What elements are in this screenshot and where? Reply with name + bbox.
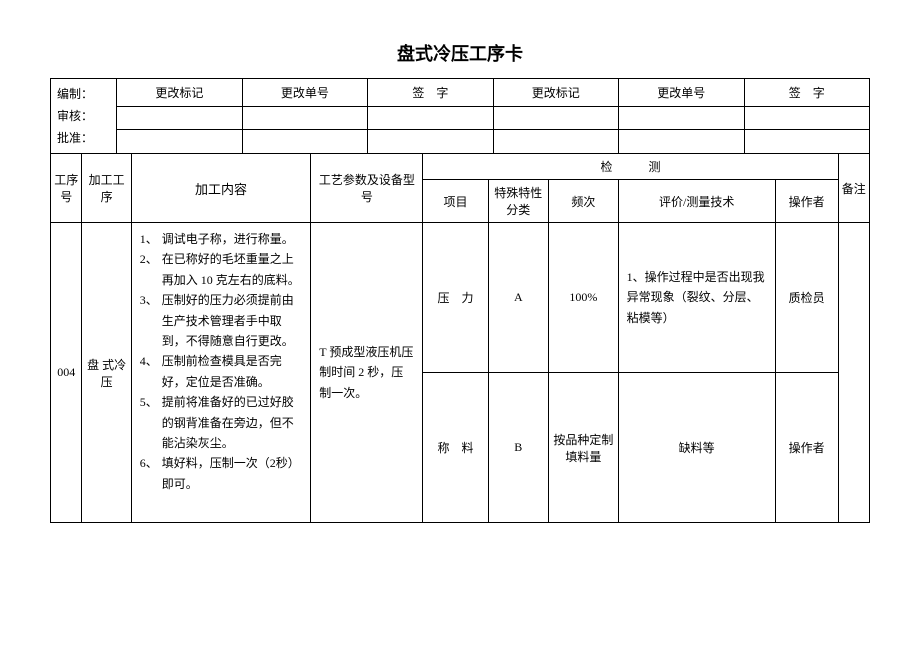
meta-change-mark-1: 更改标记 (117, 79, 242, 107)
meta-change-no-1: 更改单号 (242, 79, 367, 107)
cell-check-special-0: A (488, 223, 549, 373)
cell-remarks (838, 223, 869, 523)
meta-sign-2: 签 字 (744, 79, 870, 107)
meta-cell (744, 130, 870, 154)
meta-sign-1: 签 字 (368, 79, 493, 107)
cell-check-item-0: 压 力 (423, 223, 488, 373)
content-item: 3、压制好的压力必须提前由生产技术管理者手中取到，不得随意自行更改。 (140, 290, 303, 351)
header-freq: 频次 (549, 180, 619, 223)
cell-check-eval-0: 1、操作过程中是否出现我异常现象（裂纹、分层、粘模等） (618, 223, 775, 373)
content-item: 4、压制前检查模具是否完好，定位是否准确。 (140, 351, 303, 392)
meta-cell (117, 106, 242, 130)
cell-check-special-1: B (488, 373, 549, 523)
cell-check-item-1: 称 料 (423, 373, 488, 523)
header-params: 工艺参数及设备型号 (311, 154, 423, 223)
meta-change-mark-2: 更改标记 (493, 79, 618, 107)
meta-table: 编制： 审核： 批准： 更改标记 更改单号 签 字 更改标记 更改单号 签 字 (50, 78, 870, 154)
meta-cell (368, 106, 493, 130)
meta-cell (619, 106, 744, 130)
header-operator: 操作者 (775, 180, 838, 223)
cell-content: 1、调试电子称，进行称量。2、在已称好的毛坯重量之上再加入 10 克左右的底料。… (131, 223, 311, 523)
meta-cell (744, 106, 870, 130)
meta-cell (117, 130, 242, 154)
meta-cell (493, 106, 618, 130)
header-item: 项目 (423, 180, 488, 223)
meta-cell (242, 130, 367, 154)
meta-cell (242, 106, 367, 130)
meta-review: 审核： (57, 105, 113, 127)
header-inspection: 检 测 (423, 154, 838, 180)
content-item: 5、提前将准备好的已过好胶的钢背准备在旁边，但不能沾染灰尘。 (140, 392, 303, 453)
header-eval: 评价/测量技术 (618, 180, 775, 223)
cell-params: T 预成型液压机压制时间 2 秒，压制一次。 (311, 223, 423, 523)
cell-check-eval-1: 缺料等 (618, 373, 775, 523)
header-special: 特殊特性分类 (488, 180, 549, 223)
header-content: 加工内容 (131, 154, 311, 223)
meta-approve: 批准： (57, 127, 113, 149)
header-remarks: 备注 (838, 154, 869, 223)
meta-cell (368, 130, 493, 154)
page-title: 盘式冷压工序卡 (50, 40, 870, 66)
content-item: 2、在已称好的毛坯重量之上再加入 10 克左右的底料。 (140, 249, 303, 290)
meta-compile: 编制： (57, 83, 113, 105)
main-table: 工序号 加工工序 加工内容 工艺参数及设备型号 检 测 备注 项目 特殊特性分类… (50, 153, 870, 523)
meta-cell (493, 130, 618, 154)
cell-check-operator-0: 质检员 (775, 223, 838, 373)
content-item: 1、调试电子称，进行称量。 (140, 229, 303, 249)
content-item: 6、填好料，压制一次（2秒）即可。 (140, 453, 303, 494)
cell-check-freq-0: 100% (549, 223, 619, 373)
cell-check-freq-1: 按品种定制填料量 (549, 373, 619, 523)
header-seq-no: 工序号 (51, 154, 82, 223)
cell-process: 盘 式冷 压 (82, 223, 131, 523)
cell-check-operator-1: 操作者 (775, 373, 838, 523)
meta-change-no-2: 更改单号 (619, 79, 744, 107)
cell-seq-no: 004 (51, 223, 82, 523)
meta-cell (619, 130, 744, 154)
header-process: 加工工序 (82, 154, 131, 223)
